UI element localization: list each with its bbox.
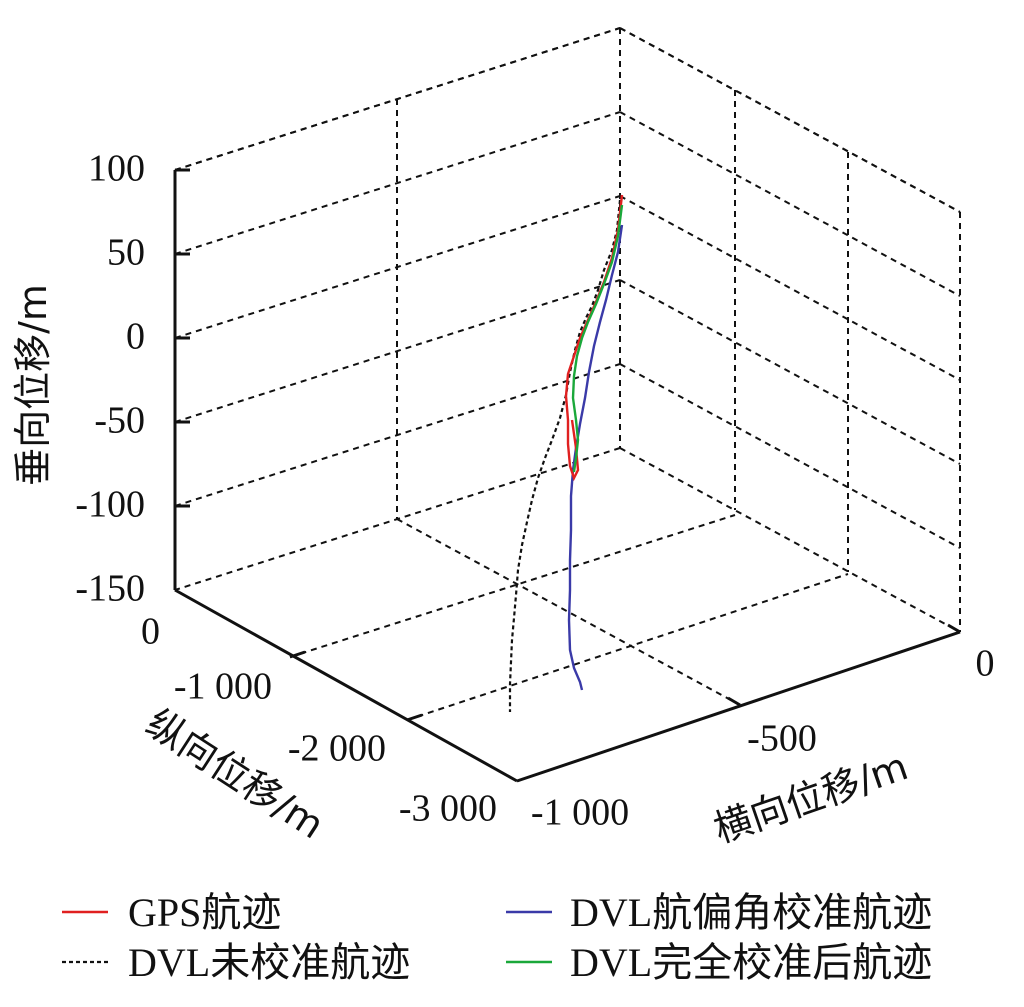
- z-tick-label: 100: [88, 148, 145, 190]
- grid-lines: [174, 27, 961, 782]
- y-tick-label: -3 000: [399, 788, 497, 830]
- y-tick-label: -2 000: [288, 728, 386, 770]
- series-dvl-fully-calibrated: [571, 204, 624, 473]
- z-tick-label: 0: [126, 316, 145, 358]
- z-tick-label: -50: [94, 400, 145, 442]
- y-tick-label: -1 000: [174, 666, 272, 708]
- z-tick-label: -100: [75, 484, 145, 526]
- legend-label: DVL完全校准后航迹: [570, 940, 932, 985]
- z-tick-labels: 100 50 0 -50 -100 -150: [75, 148, 145, 610]
- legend-item-gps: GPS航迹: [62, 890, 281, 935]
- legend: GPS航迹 DVL航偏角校准航迹 DVL未校准航迹 DVL完全校准后航迹: [62, 890, 932, 985]
- legend-label: GPS航迹: [128, 890, 281, 935]
- y-axis-line: [174, 588, 518, 783]
- y-tick-labels: 0 -1 000 -2 000 -3 000: [141, 611, 497, 830]
- x-tick-label: -1 000: [531, 792, 629, 834]
- y-axis-label: 纵向位移/m: [138, 701, 331, 848]
- x-tick-label: 0: [976, 643, 995, 685]
- legend-item-dvl-uncalibrated: DVL未校准航迹: [62, 940, 410, 985]
- x-axis-label: 横向位移/m: [708, 744, 913, 851]
- axes: [173, 168, 961, 783]
- legend-item-dvl-fully-calibrated: DVL完全校准后航迹: [506, 940, 932, 985]
- series-group: [508, 194, 624, 712]
- legend-item-dvl-heading-calibrated: DVL航偏角校准航迹: [506, 890, 932, 935]
- z-tick-label: -150: [75, 568, 145, 610]
- y-tick-label: 0: [141, 611, 160, 653]
- z-axis-label: 垂向位移/m: [11, 284, 55, 486]
- x-tick-label: -500: [747, 718, 817, 760]
- series-dvl-heading-calibrated: [567, 224, 624, 691]
- x-axis-line: [516, 630, 961, 783]
- z-tick-label: 50: [107, 232, 145, 274]
- series-gps: [564, 194, 624, 482]
- series-dvl-uncalibrated: [508, 199, 622, 712]
- x-tick-labels: 0 -500 -1 000: [531, 643, 995, 834]
- legend-label: DVL未校准航迹: [128, 940, 410, 985]
- legend-label: DVL航偏角校准航迹: [570, 890, 932, 935]
